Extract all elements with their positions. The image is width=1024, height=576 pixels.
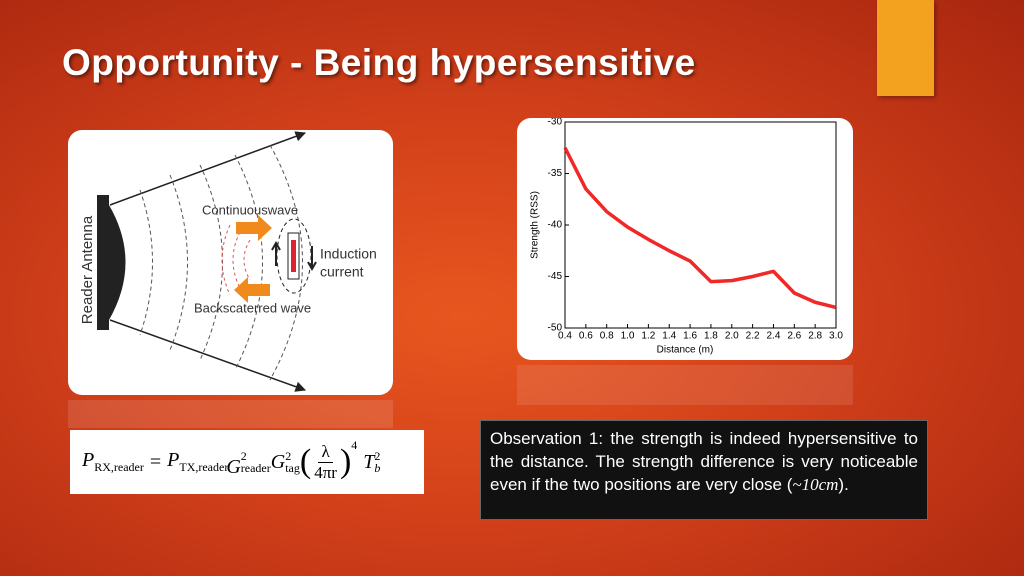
y-tick-label: -50 [548, 323, 563, 334]
y-tick-label: -35 [548, 168, 563, 179]
formula-term: = [149, 450, 162, 473]
x-tick-label: 2.8 [808, 331, 822, 342]
x-tick-label: 1.8 [704, 331, 718, 342]
antenna-dish [109, 205, 126, 320]
reflected-waves [221, 224, 251, 296]
induction-label: current [320, 264, 364, 280]
slide-title: Opportunity - Being hypersensitive [62, 42, 696, 83]
x-tick-label: 0.8 [600, 331, 614, 342]
diagram-panel [68, 130, 393, 395]
formula-term: G [270, 450, 286, 473]
x-tick-label: 2.4 [767, 331, 781, 342]
x-tick-label: 0.6 [579, 331, 593, 342]
wave-label: Backscaterred wave [194, 300, 311, 315]
formula-term: 2 tag [285, 449, 300, 475]
x-tick-label: 1.0 [621, 331, 635, 342]
wave-label: Continuouswave [202, 202, 298, 217]
beam-edge [109, 319, 306, 392]
x-tick-label: 1.6 [683, 331, 697, 342]
x-tick-label: 3.0 [829, 331, 843, 342]
y-axis-label: Strength (RSS) [530, 191, 541, 259]
x-tick-label: 2.6 [787, 331, 801, 342]
arrow [271, 240, 281, 266]
formula-term: T [363, 450, 375, 473]
back-arrow [234, 277, 270, 303]
observation-math: ~10cm [792, 475, 839, 494]
antenna-base [97, 195, 109, 330]
beam-edge [109, 131, 306, 206]
reflection [517, 365, 853, 405]
observation-text: ). [838, 475, 849, 494]
antenna-label: Reader Antenna [79, 215, 96, 324]
y-tick-label: -30 [548, 118, 563, 128]
reflection [68, 400, 393, 428]
fraction: λ 4πr [314, 441, 337, 482]
x-axis-label: Distance (m) [657, 345, 714, 356]
exponent: 4 [351, 438, 358, 452]
observation-box: Observation 1: the strength is indeed hy… [480, 420, 928, 520]
formula: PRX,reader = PTX,reader G 2 reader G 2 tag… [70, 430, 424, 494]
x-tick-label: 0.4 [558, 331, 572, 342]
tag [287, 232, 300, 280]
x-tick-label: 1.4 [662, 331, 676, 342]
formula-term: 2 reader [240, 449, 271, 475]
accent-bar [877, 0, 934, 96]
y-tick-label: -40 [548, 220, 563, 231]
x-tick-label: 2.0 [725, 331, 739, 342]
formula-term: PRX,reader [82, 449, 144, 474]
observation-text: Observation 1: the strength is indeed hy… [490, 429, 918, 494]
x-tick-label: 2.2 [746, 331, 760, 342]
y-tick-label: -45 [548, 271, 563, 282]
chart-panel [517, 118, 853, 360]
paren: ( [299, 443, 312, 480]
chart: Distance (m) Strength (RSS) 0.4 0.6 0.8 1.0… [517, 118, 853, 360]
x-tick-label: 1.2 [641, 331, 655, 342]
formula-term: PTX,reader [167, 449, 229, 474]
arrow [307, 246, 317, 272]
forward-arrow [236, 215, 272, 241]
paren: ) [339, 443, 352, 480]
tag-chip [291, 240, 296, 272]
data-line [563, 146, 837, 310]
induction-label: Induction [320, 246, 377, 262]
